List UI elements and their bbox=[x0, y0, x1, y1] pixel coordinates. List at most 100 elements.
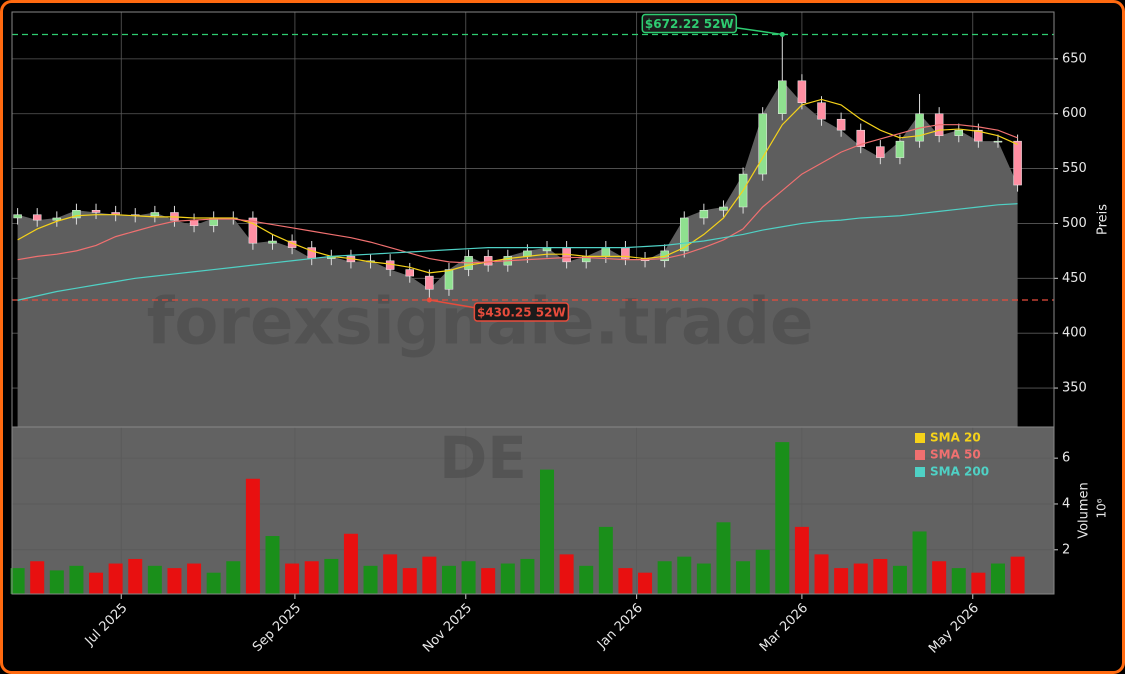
volume-bar bbox=[49, 570, 64, 594]
candle-body bbox=[993, 140, 1003, 143]
price-area bbox=[17, 80, 1018, 427]
annotation-arrow bbox=[429, 299, 477, 309]
volume-bar bbox=[853, 563, 868, 594]
volume-bar bbox=[69, 565, 84, 594]
candle-body bbox=[719, 206, 728, 211]
sma-line bbox=[17, 203, 1018, 301]
volume-bar bbox=[441, 565, 456, 594]
volume-bar bbox=[402, 568, 417, 594]
candle-body bbox=[778, 80, 787, 114]
candle-body bbox=[817, 102, 826, 120]
volume-bar bbox=[657, 561, 672, 594]
y-tick-label: 550 bbox=[1062, 161, 1087, 176]
sma-line bbox=[17, 124, 1018, 264]
volume-bar bbox=[990, 563, 1005, 594]
annotation-label: $672.22 52W bbox=[645, 17, 734, 31]
volume-bar bbox=[736, 561, 751, 594]
sma-line bbox=[17, 98, 1018, 274]
candle-body bbox=[444, 269, 454, 290]
candle-body bbox=[32, 214, 42, 221]
y-tick-label: 600 bbox=[1062, 106, 1087, 121]
volume-bar bbox=[324, 558, 339, 594]
candle-body bbox=[72, 210, 81, 219]
volume-bar bbox=[892, 565, 907, 594]
candle-body bbox=[52, 217, 62, 221]
y-tick-label: 6 bbox=[1062, 451, 1070, 466]
volume-bar bbox=[716, 522, 731, 594]
volume-bar bbox=[343, 533, 358, 594]
panel-frame bbox=[11, 426, 1055, 595]
volume-bar bbox=[265, 536, 280, 594]
volume-bar bbox=[912, 531, 927, 594]
volume-bar bbox=[422, 556, 437, 594]
legend-swatch bbox=[915, 433, 925, 443]
watermark: DE bbox=[439, 424, 527, 492]
arrow-head bbox=[779, 31, 785, 37]
candle-body bbox=[268, 240, 277, 244]
volume-bar bbox=[932, 561, 947, 594]
legend-label: SMA 50 bbox=[930, 448, 981, 462]
candle-body bbox=[405, 269, 415, 277]
volume-bar bbox=[951, 568, 966, 594]
volume-bar bbox=[206, 572, 221, 594]
volume-bar bbox=[89, 572, 104, 594]
candle-body bbox=[954, 129, 964, 136]
y-scale-label: 10⁶ bbox=[1095, 498, 1109, 518]
volume-bar bbox=[30, 561, 45, 594]
annotation: $672.22 52W bbox=[641, 13, 785, 37]
y-tick-label: 650 bbox=[1062, 51, 1087, 66]
candle-body bbox=[601, 247, 611, 257]
volume-bar bbox=[187, 563, 202, 594]
volume-bar bbox=[304, 561, 319, 594]
volume-bar bbox=[285, 563, 300, 594]
annotation: $430.25 52W bbox=[426, 297, 570, 322]
candle-body bbox=[248, 217, 258, 244]
legend: SMA 20 SMA 50 SMA 200 bbox=[915, 431, 989, 479]
volume-bar bbox=[814, 554, 829, 594]
annotation-box bbox=[641, 13, 738, 34]
volume-bar bbox=[598, 526, 613, 594]
volume-bar bbox=[226, 561, 241, 594]
candle-body bbox=[699, 210, 709, 219]
volume-bar bbox=[971, 572, 986, 594]
y-tick-label: 400 bbox=[1062, 326, 1087, 341]
volume-bar bbox=[481, 568, 496, 594]
y-tick-label: 450 bbox=[1062, 271, 1087, 286]
candle-body bbox=[876, 146, 885, 158]
volume-bar bbox=[363, 565, 378, 594]
y-tick-label: 350 bbox=[1062, 381, 1087, 396]
candle-body bbox=[836, 118, 846, 131]
candle-body bbox=[483, 256, 493, 266]
volume-bar bbox=[500, 563, 515, 594]
volume-bar bbox=[559, 554, 574, 594]
legend-label: SMA 200 bbox=[930, 465, 989, 479]
candle-body bbox=[150, 212, 160, 217]
volume-bar bbox=[520, 558, 535, 594]
candle-body bbox=[13, 214, 22, 219]
legend-label: SMA 20 bbox=[930, 431, 981, 445]
annotation-arrow bbox=[734, 26, 783, 36]
candle-body bbox=[856, 129, 865, 147]
volume-bar bbox=[383, 554, 398, 594]
volume-bar bbox=[1010, 556, 1025, 594]
volume-bar bbox=[147, 565, 162, 594]
volume-bar bbox=[677, 556, 692, 594]
volume-bar bbox=[696, 563, 711, 594]
volume-bar bbox=[10, 568, 25, 594]
candle-body bbox=[758, 113, 767, 175]
y-tick-label: 500 bbox=[1062, 216, 1087, 231]
y-axis-label: Preis bbox=[1096, 204, 1111, 235]
volume-bar bbox=[540, 469, 555, 594]
watermark: forexsignale.trade bbox=[147, 286, 814, 360]
volume-bar bbox=[461, 561, 476, 594]
candle-body bbox=[797, 80, 807, 103]
candle-body bbox=[974, 129, 983, 142]
annotation-box bbox=[473, 302, 570, 322]
candle-body bbox=[680, 217, 689, 252]
candle-body bbox=[895, 140, 905, 158]
volume-bar bbox=[579, 565, 594, 594]
candle-body bbox=[385, 260, 395, 270]
candle-body bbox=[425, 275, 434, 290]
